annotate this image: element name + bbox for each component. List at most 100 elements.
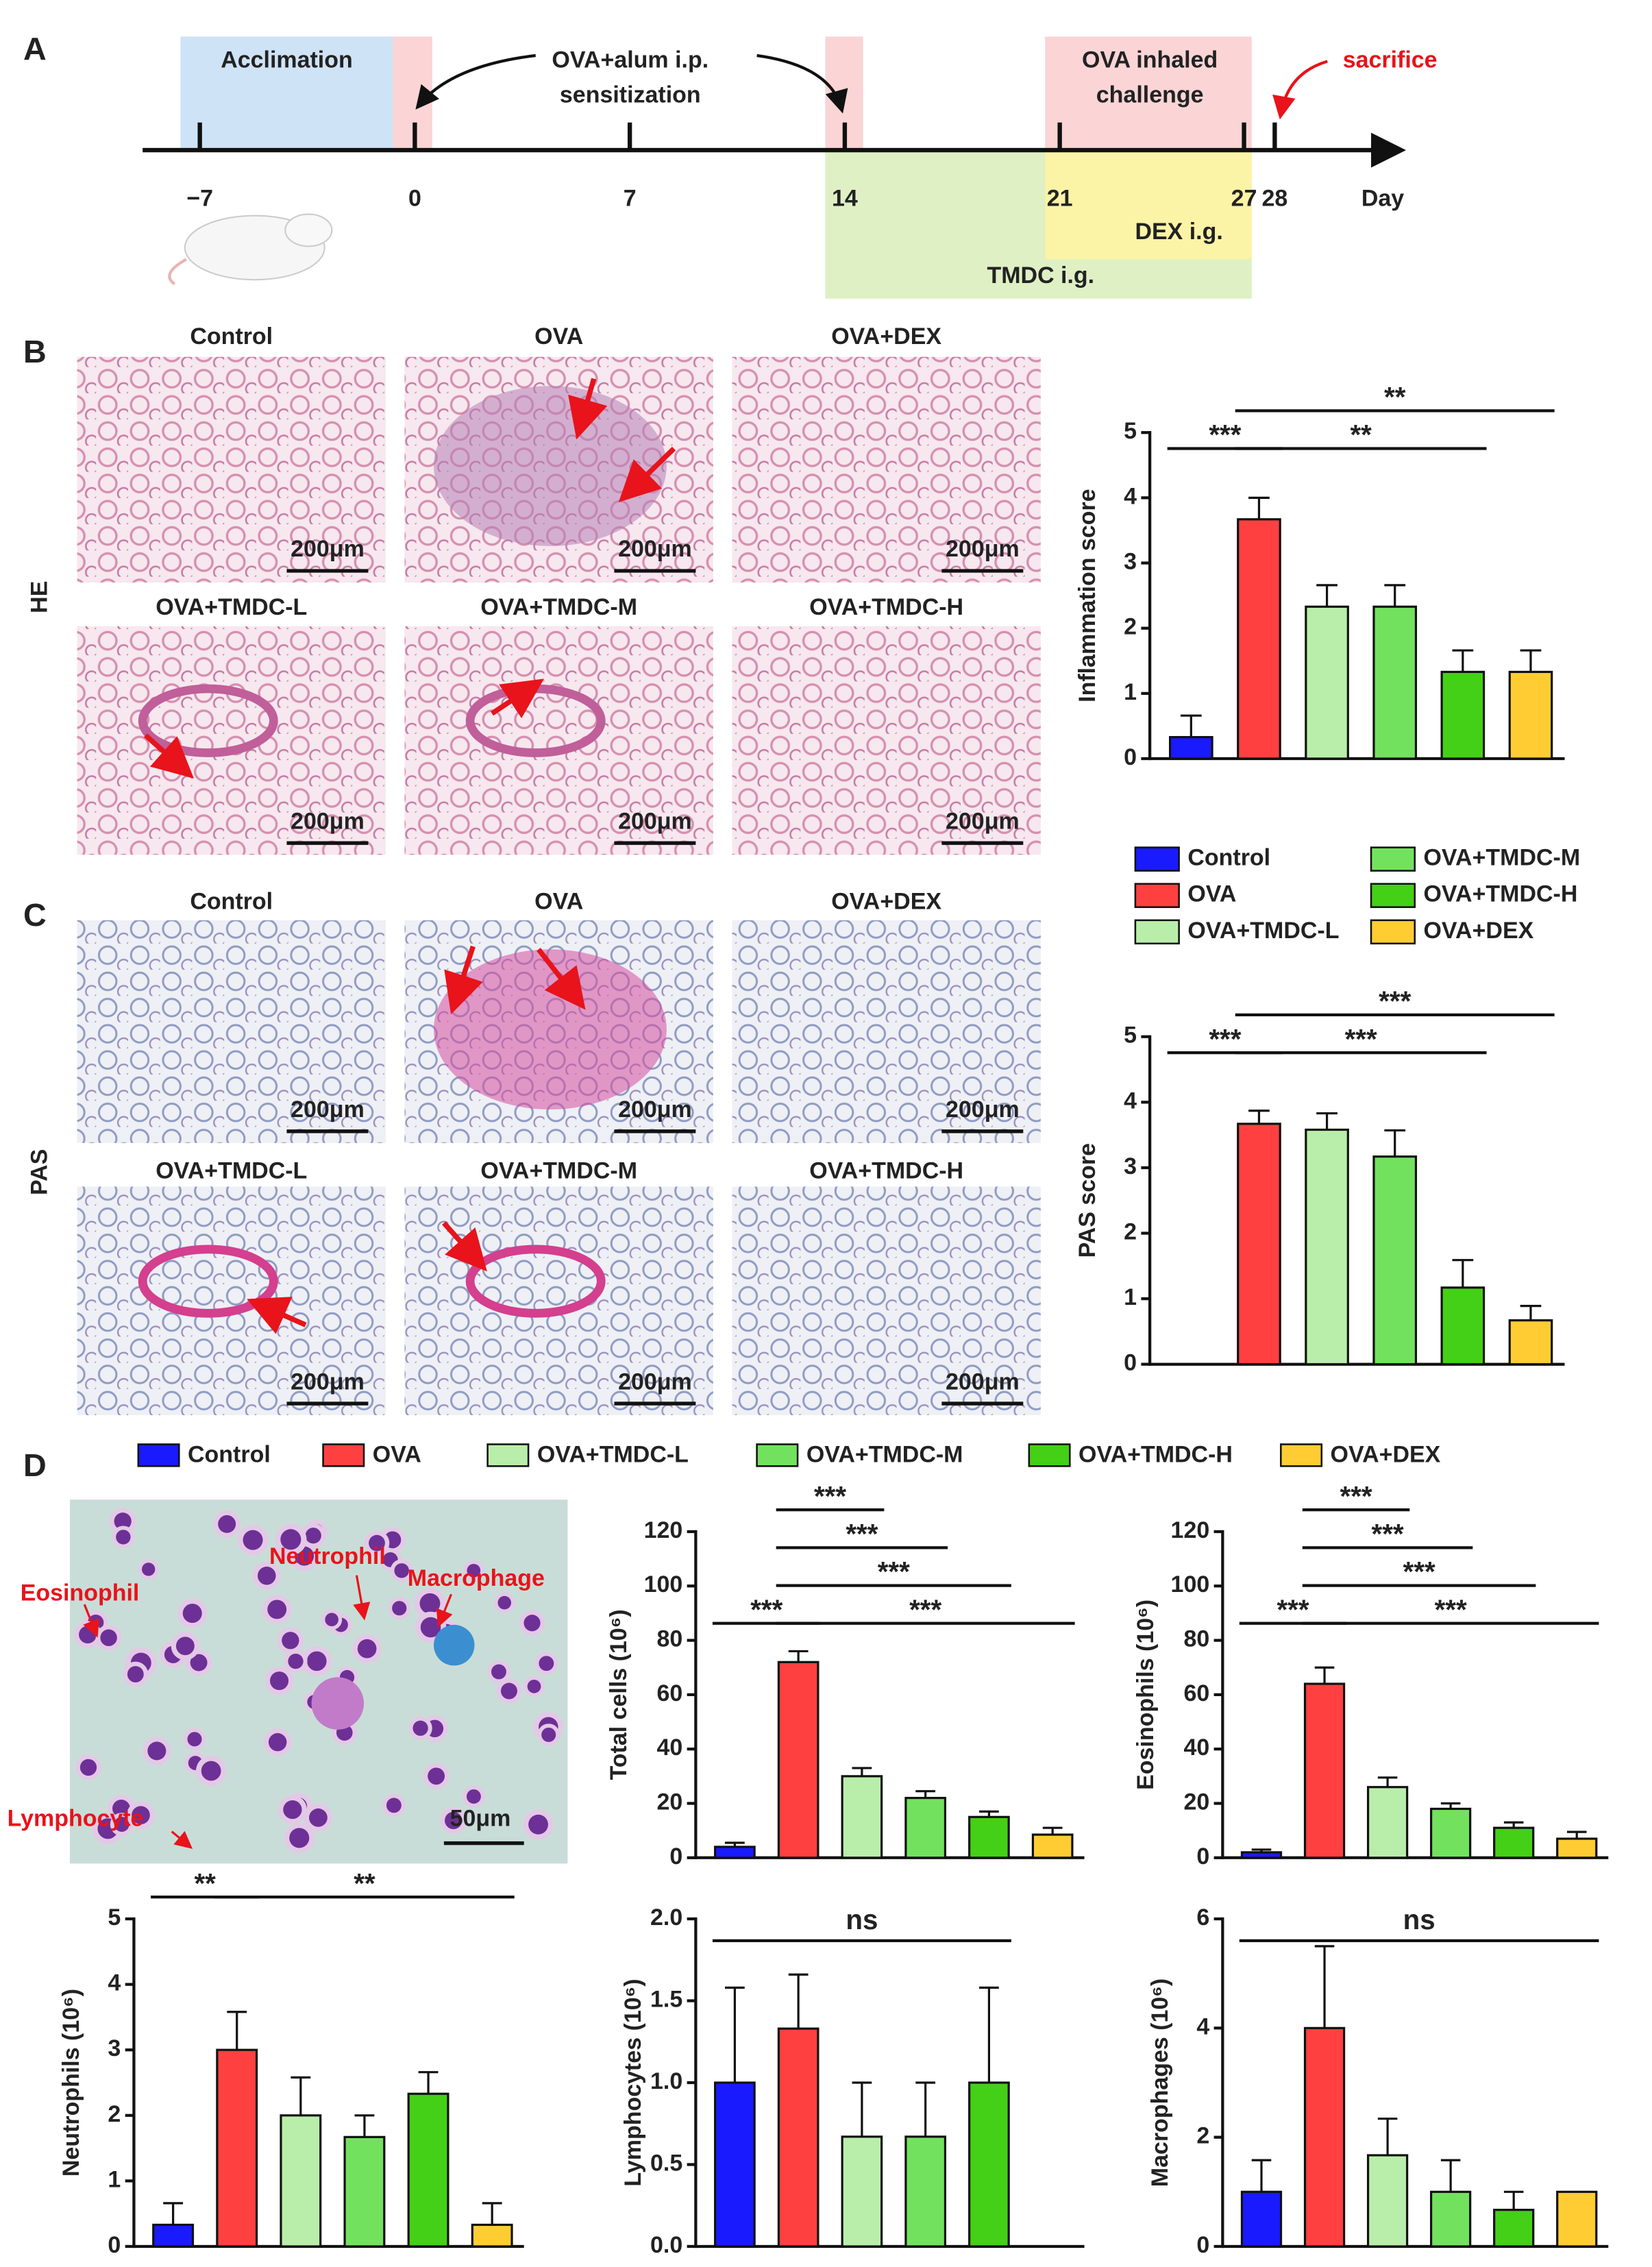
y-tick-label: 60: [1183, 1680, 1209, 1706]
y-tick-label: 2: [1196, 2123, 1209, 2149]
cell-nucleus: [147, 1741, 167, 1761]
significance-label: ***: [1435, 1593, 1467, 1625]
error-bar: [1377, 2117, 1398, 2155]
error-bar: [1520, 1305, 1542, 1321]
cell-label: Lymphocyte: [8, 1806, 144, 1832]
error-bar: [979, 1986, 999, 2083]
legend-swatch: [486, 1443, 530, 1467]
image-title: OVA+TMDC-H: [809, 1157, 963, 1184]
error-bar: [1180, 714, 1202, 737]
error-bar: [1314, 1666, 1335, 1684]
phase-label: sacrifice: [1343, 47, 1438, 73]
cell-nucleus: [269, 1671, 289, 1691]
cell-nucleus: [309, 1808, 328, 1827]
cell-nucleus: [267, 1600, 287, 1619]
image-title: OVA+DEX: [831, 323, 941, 350]
cell-nucleus: [112, 1799, 130, 1817]
panel-letter: A: [23, 31, 47, 66]
scale-label: 200μm: [618, 536, 692, 562]
cell-nucleus: [114, 1512, 132, 1530]
y-axis-label: Eosinophils (10⁶): [1133, 1600, 1159, 1790]
cell-nucleus: [116, 1530, 131, 1545]
cell-nucleus: [268, 1732, 287, 1752]
y-tick-label: 40: [656, 1735, 682, 1761]
cell-nucleus: [218, 1515, 236, 1533]
bar: [471, 2223, 513, 2248]
error-bar: [788, 1650, 809, 1663]
image-title: OVA: [534, 888, 583, 914]
y-axis-label: Lymphocytes (10⁶): [620, 1978, 646, 2186]
error-bar: [418, 2071, 439, 2094]
bar: [152, 2223, 195, 2248]
error-bar: [1377, 1776, 1398, 1787]
legend-label: OVA+TMDC-L: [537, 1441, 689, 1467]
scale-label: 200μm: [618, 1369, 692, 1395]
y-tick-label: 2.0: [650, 1904, 682, 1931]
scale-label: 200μm: [291, 1096, 365, 1123]
error-bar: [852, 2081, 872, 2137]
micrograph: [77, 356, 386, 583]
scale-label: 200μm: [618, 1096, 692, 1123]
y-axis-label: Neutrophils (10⁶): [58, 1989, 84, 2177]
phase-label: TMDC i.g.: [987, 262, 1095, 289]
significance-label: ***: [1340, 1480, 1372, 1512]
significance-label: ***: [1209, 1023, 1241, 1055]
y-tick-label: 0: [1124, 744, 1137, 770]
bar: [1169, 736, 1213, 760]
axis-unit: Day: [1361, 185, 1404, 211]
bar: [1237, 518, 1281, 760]
image-title: Control: [190, 888, 273, 914]
annotation-arrow: [171, 1830, 193, 1849]
image-title: OVA+TMDC-L: [156, 594, 307, 620]
phase-box: [1045, 150, 1252, 260]
error-bar: [1251, 2159, 1272, 2192]
legend-swatch: [1370, 883, 1416, 908]
error-bar: [1503, 1821, 1524, 1828]
cell-nucleus: [289, 1828, 310, 1848]
error-bar: [725, 1986, 745, 2083]
bar: [904, 2135, 947, 2248]
y-tick-label: 4: [1196, 2013, 1209, 2039]
cell-nucleus: [190, 1654, 208, 1671]
cell-nucleus: [114, 1817, 130, 1833]
y-tick-label: 20: [1183, 1789, 1209, 1815]
cell-nucleus: [528, 1814, 548, 1835]
scale-label: 200μm: [618, 808, 692, 834]
y-tick-label: 0: [108, 2232, 121, 2258]
legend-label: OVA+TMDC-H: [1078, 1441, 1233, 1467]
bar: [1303, 2026, 1346, 2248]
bar: [968, 2081, 1010, 2248]
y-tick-label: 1: [108, 2166, 121, 2192]
cell-nucleus: [305, 1528, 321, 1544]
error-bar: [1042, 1826, 1063, 1835]
y-tick-label: 0.5: [650, 2150, 682, 2176]
significance-label: ns: [846, 1904, 878, 1935]
significance-label: ***: [1345, 1023, 1377, 1055]
micrograph: [77, 1186, 386, 1416]
cell-nucleus: [445, 1811, 463, 1830]
micrograph: [404, 1186, 713, 1416]
bar: [1366, 2154, 1409, 2248]
y-tick-label: 3: [1124, 1153, 1137, 1179]
error-bar: [1316, 584, 1337, 607]
significance-label: ***: [846, 1518, 878, 1549]
cell: [434, 1624, 475, 1666]
error-bar: [1452, 649, 1474, 672]
significance-label: ***: [1372, 1518, 1404, 1549]
annotation-arrow: [568, 378, 608, 440]
legend-swatch: [322, 1443, 365, 1467]
cell-nucleus: [539, 1656, 554, 1671]
y-tick-label: 0: [1196, 1843, 1209, 1870]
legend-swatch: [1370, 846, 1416, 872]
legend-label: Control: [188, 1441, 271, 1467]
legend-label: OVA+TMDC-L: [1187, 918, 1339, 944]
panel-letter: D: [23, 1447, 47, 1483]
tissue: [138, 1245, 278, 1318]
cell-nucleus: [523, 1615, 541, 1632]
bar: [714, 2081, 756, 2248]
cell-nucleus: [175, 1637, 195, 1656]
significance-label: ***: [1379, 985, 1411, 1017]
legend-swatch: [1028, 1443, 1071, 1467]
error-bar: [1316, 1112, 1337, 1130]
error-bar: [1566, 1830, 1587, 1839]
